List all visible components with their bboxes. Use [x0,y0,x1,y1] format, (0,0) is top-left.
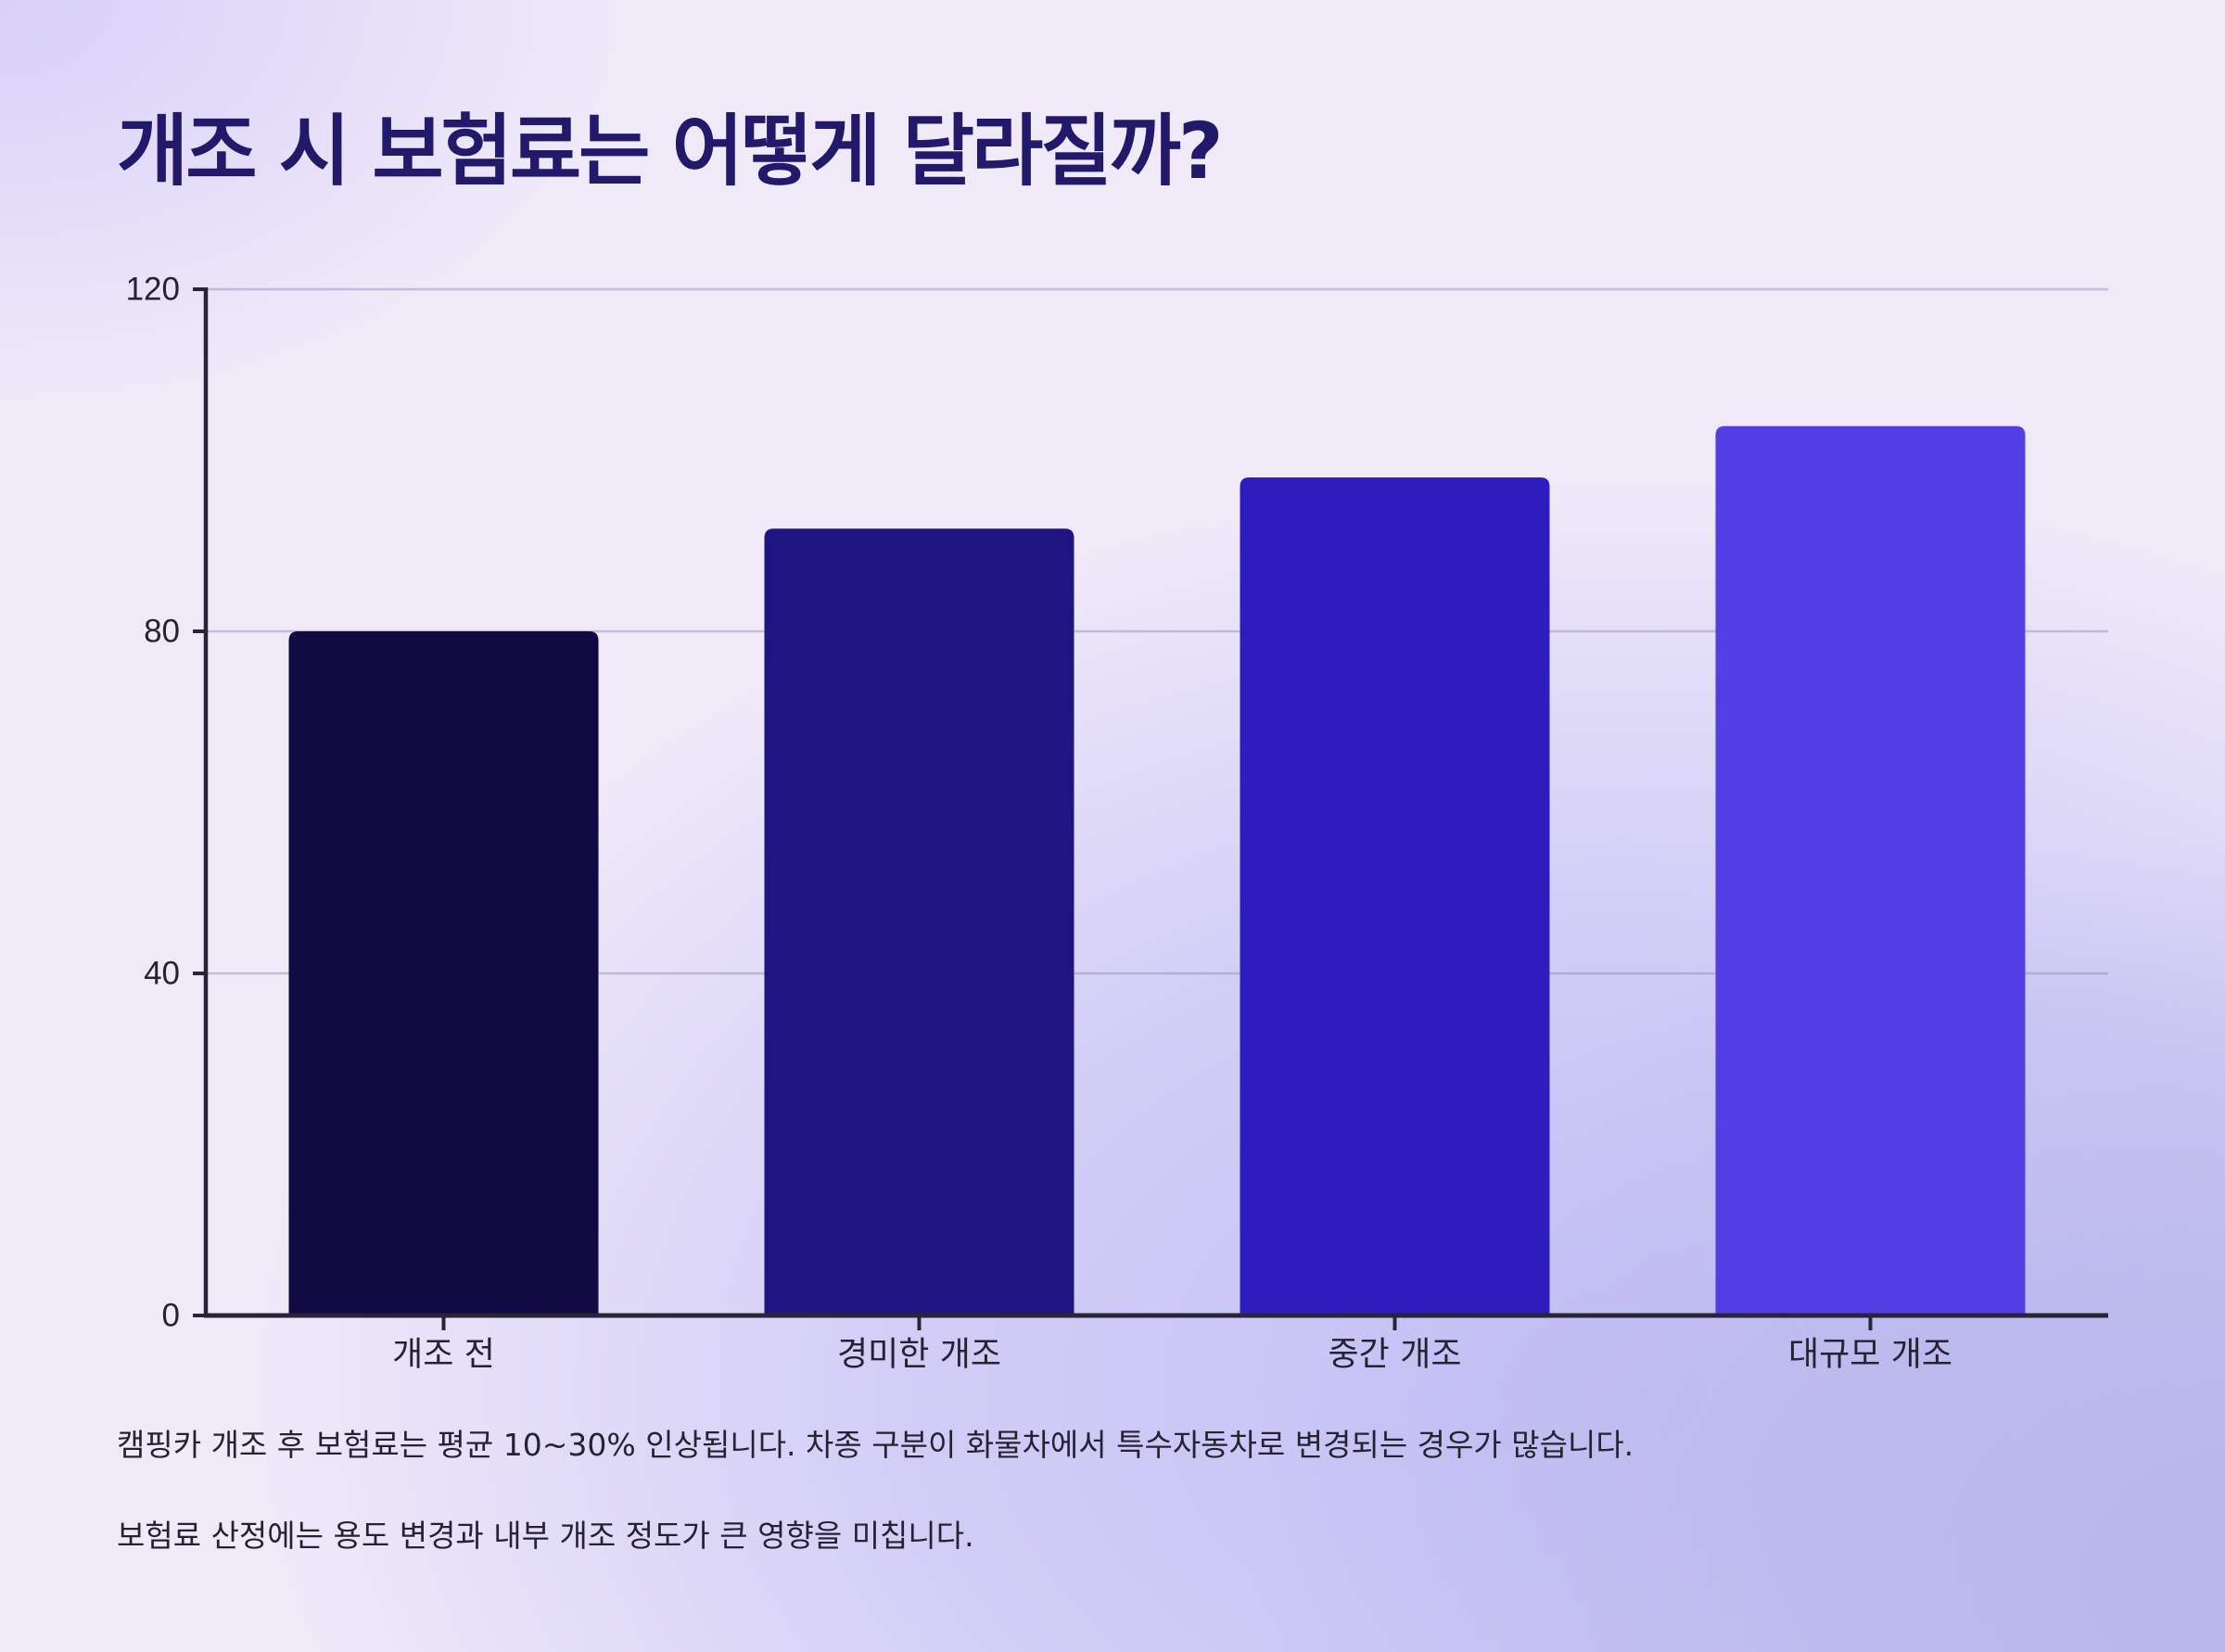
bars [288,426,2026,1316]
bar [288,631,599,1315]
x-tick-label: 경미한 개조 [837,1336,1001,1374]
axes [193,287,2108,1330]
y-tick-labels: 0 40 80 120 [126,272,180,1334]
bar [764,528,1074,1315]
bar [1715,426,2026,1316]
y-tick-label: 120 [126,272,180,308]
page-title: 개조 시 보험료는 어떻게 달라질까? [117,106,1224,197]
y-tick-label: 80 [144,614,180,650]
x-tick-label: 대규모 개조 [1788,1336,1952,1374]
x-tick-label: 중간 개조 [1329,1336,1462,1374]
x-tick-labels: 개조 전 경미한 개조 중간 개조 대규모 개조 [392,1336,1952,1374]
bar [1240,477,1550,1315]
footnote-2: 보험료 산정에는 용도 변경과 내부 개조 정도가 큰 영향을 미칩니다. [117,1518,974,1554]
x-tick-label: 개조 전 [392,1336,495,1374]
y-tick-label: 40 [144,956,180,992]
bar-chart: 0 40 80 120 개조 전 경미한 개조 중간 개조 대규모 개조 [126,272,2108,1374]
footnote-1: 캠핑카 개조 후 보험료는 평균 10~30% 인상됩니다. 차종 구분이 화물… [117,1427,1634,1463]
y-tick-label: 0 [162,1298,180,1334]
